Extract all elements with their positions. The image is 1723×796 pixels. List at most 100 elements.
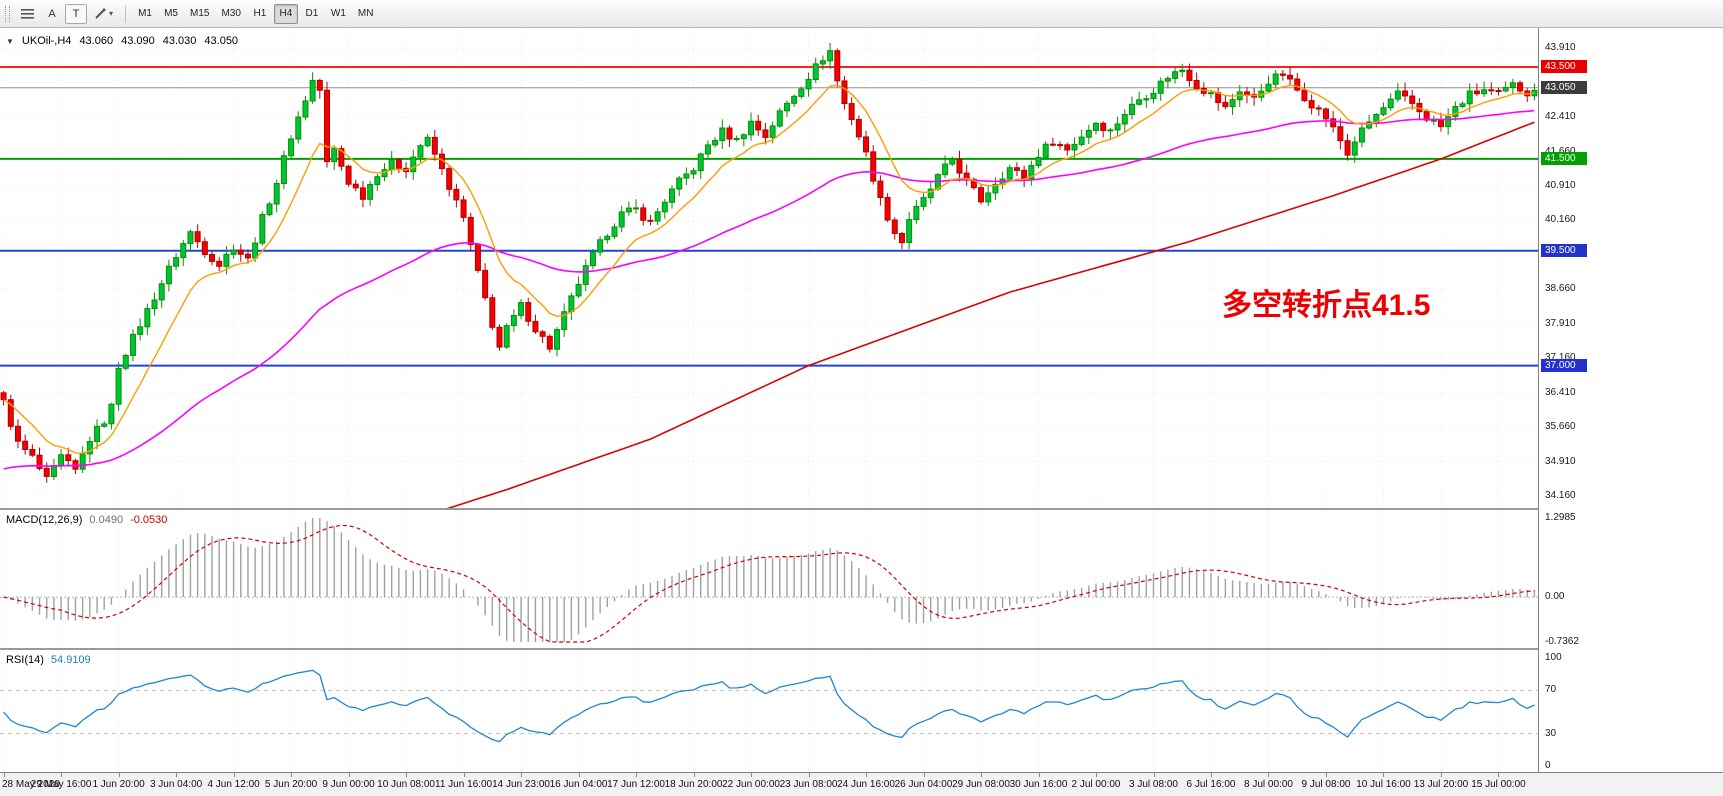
time-axis-tick — [521, 773, 523, 777]
time-axis-label: 5 Jun 20:00 — [264, 779, 318, 790]
timeframe-button-m30[interactable]: M30 — [216, 4, 245, 24]
macd-panel: MACD(12,26,9) 0.0490 -0.0530 — [0, 510, 1538, 648]
time-axis-label: 29 May 16:00 — [30, 779, 92, 790]
rsi-value: 54.9109 — [50, 654, 91, 666]
price-axis[interactable]: 43.910 42.410 41.660 40.910 40.160 38.660 37.9… — [1538, 28, 1723, 772]
time-axis-tick — [291, 773, 293, 777]
timeframe-button-mn[interactable]: MN — [353, 4, 379, 24]
draw-tools-button[interactable]: ▾ — [89, 4, 118, 24]
time-axis-tick — [176, 773, 178, 777]
time-axis-label: 14 Jun 23:00 — [492, 779, 550, 790]
time-axis-tick — [636, 773, 638, 777]
rsi-grid — [3, 650, 1499, 772]
macd-canvas[interactable] — [0, 510, 1538, 648]
time-axis-label: 15 Jul 00:00 — [1471, 779, 1526, 790]
time-axis-tick — [1268, 773, 1270, 777]
macd-signal-line — [3, 524, 1535, 643]
list-icon — [21, 8, 34, 19]
price-tick-label: 36.410 — [1545, 386, 1576, 398]
time-axis-label: 11 Jun 16:00 — [435, 779, 493, 790]
ma-slow-line — [446, 121, 1535, 508]
time-axis-tick — [463, 773, 465, 777]
timeframe-button-m1[interactable]: M1 — [133, 4, 157, 24]
arrow-tool-label: A — [48, 7, 56, 20]
timeframe-button-m15[interactable]: M15 — [185, 4, 214, 24]
pencil-icon — [95, 8, 106, 19]
chart-list-button[interactable] — [16, 4, 39, 24]
time-axis-tick — [1038, 773, 1040, 777]
time-axis-tick — [751, 773, 753, 777]
price-tick-label: 37.160 — [1545, 352, 1576, 363]
macd-signal-value: -0.0530 — [130, 514, 168, 526]
time-axis-tick — [118, 773, 120, 777]
price-tick-label: 42.410 — [1545, 111, 1576, 123]
ma-mid-line — [3, 109, 1535, 470]
time-axis-tick — [578, 773, 580, 777]
time-axis-label: 16 Jun 04:00 — [549, 779, 608, 790]
main-grid — [0, 28, 1538, 508]
time-axis-label: 24 Jun 16:00 — [837, 779, 895, 790]
price-tick-label: 43.910 — [1545, 42, 1576, 54]
timeframe-button-h4[interactable]: H4 — [273, 3, 298, 24]
panel-separator[interactable] — [0, 648, 1723, 650]
price-tick-label: 34.910 — [1545, 455, 1576, 467]
candles-layer — [0, 42, 1538, 483]
time-axis-label: 8 Jul 00:00 — [1244, 779, 1293, 790]
time-axis-label: 2 Jul 00:00 — [1071, 779, 1121, 790]
time-axis-tick — [1325, 773, 1327, 777]
ma-fast-line — [3, 84, 1535, 454]
time-axis-label: 17 Jun 12:00 — [607, 779, 665, 790]
time-axis-label: 1 Jun 20:00 — [92, 779, 145, 790]
price-tick-label: 38.660 — [1545, 283, 1576, 295]
toolbar-separator — [125, 4, 127, 23]
ohlc-high: 43.090 — [121, 35, 155, 47]
price-line-badge: 43.050 — [1541, 80, 1587, 94]
time-axis[interactable]: 28 May 2020 29 May 16:00 1 Jun 20:00 3 Jun … — [0, 772, 1723, 796]
chart-annotation: 多空转折点41.5 — [1222, 289, 1431, 322]
rsi-name: RSI(14) — [6, 654, 44, 666]
time-axis-label: 6 Jul 16:00 — [1186, 779, 1236, 790]
price-line-badge: 43.500 — [1541, 60, 1587, 74]
time-axis-label: 3 Jul 08:00 — [1129, 779, 1178, 790]
time-axis-label: 9 Jun 00:00 — [322, 779, 375, 790]
time-axis-tick — [233, 773, 235, 777]
symbol-info: ▼ UKOil-,H4 43.060 43.090 43.030 43.050 — [6, 35, 238, 47]
time-axis-tick — [1440, 773, 1442, 777]
rsi-tick-label: 100 — [1545, 652, 1562, 663]
rsi-tick-label: 30 — [1545, 727, 1557, 739]
timeframe-button-d1[interactable]: D1 — [300, 4, 324, 24]
timeframe-button-m5[interactable]: M5 — [159, 4, 183, 24]
price-tick-label: 40.160 — [1545, 214, 1576, 226]
price-line-badge: 41.500 — [1541, 151, 1587, 165]
macd-label: MACD(12,26,9) 0.0490 -0.0530 — [6, 514, 167, 526]
time-axis-tick — [348, 773, 350, 777]
time-axis-label: 10 Jul 16:00 — [1356, 779, 1411, 790]
arrow-tool-button[interactable]: A — [41, 4, 63, 24]
toolbar-grip[interactable] — [5, 5, 10, 22]
time-axis-tick — [808, 773, 810, 777]
rsi-canvas[interactable] — [0, 650, 1538, 772]
time-axis-label: 3 Jun 04:00 — [149, 779, 203, 790]
price-line-badge: 39.500 — [1541, 243, 1587, 257]
rsi-tick-label: 70 — [1545, 684, 1557, 696]
time-axis-tick — [61, 773, 63, 777]
time-axis-label: 30 Jun 16:00 — [1009, 779, 1068, 790]
time-axis-label: 18 Jun 20:00 — [664, 779, 723, 790]
price-tick-label: 41.660 — [1545, 146, 1576, 157]
price-tick-label: 34.160 — [1545, 490, 1576, 502]
time-axis-tick — [693, 773, 695, 777]
rsi-panel: RSI(14) 54.9109 — [0, 650, 1538, 772]
rsi-tick-label: 0 — [1545, 760, 1551, 771]
timeframe-button-h1[interactable]: H1 — [248, 4, 272, 24]
ohlc-low: 43.030 — [162, 35, 197, 47]
main-chart-canvas[interactable] — [0, 28, 1538, 508]
timeframe-button-w1[interactable]: W1 — [326, 4, 351, 24]
time-axis-label: 29 Jun 08:00 — [952, 779, 1010, 790]
symbol-dropdown-icon[interactable]: ▼ — [6, 36, 14, 46]
price-line-badge: 37.000 — [1541, 358, 1587, 372]
text-tool-button[interactable]: T — [65, 3, 87, 24]
macd-histogram — [10, 518, 1536, 642]
panel-separator[interactable] — [0, 508, 1723, 510]
price-tick-label: 37.910 — [1545, 317, 1576, 329]
